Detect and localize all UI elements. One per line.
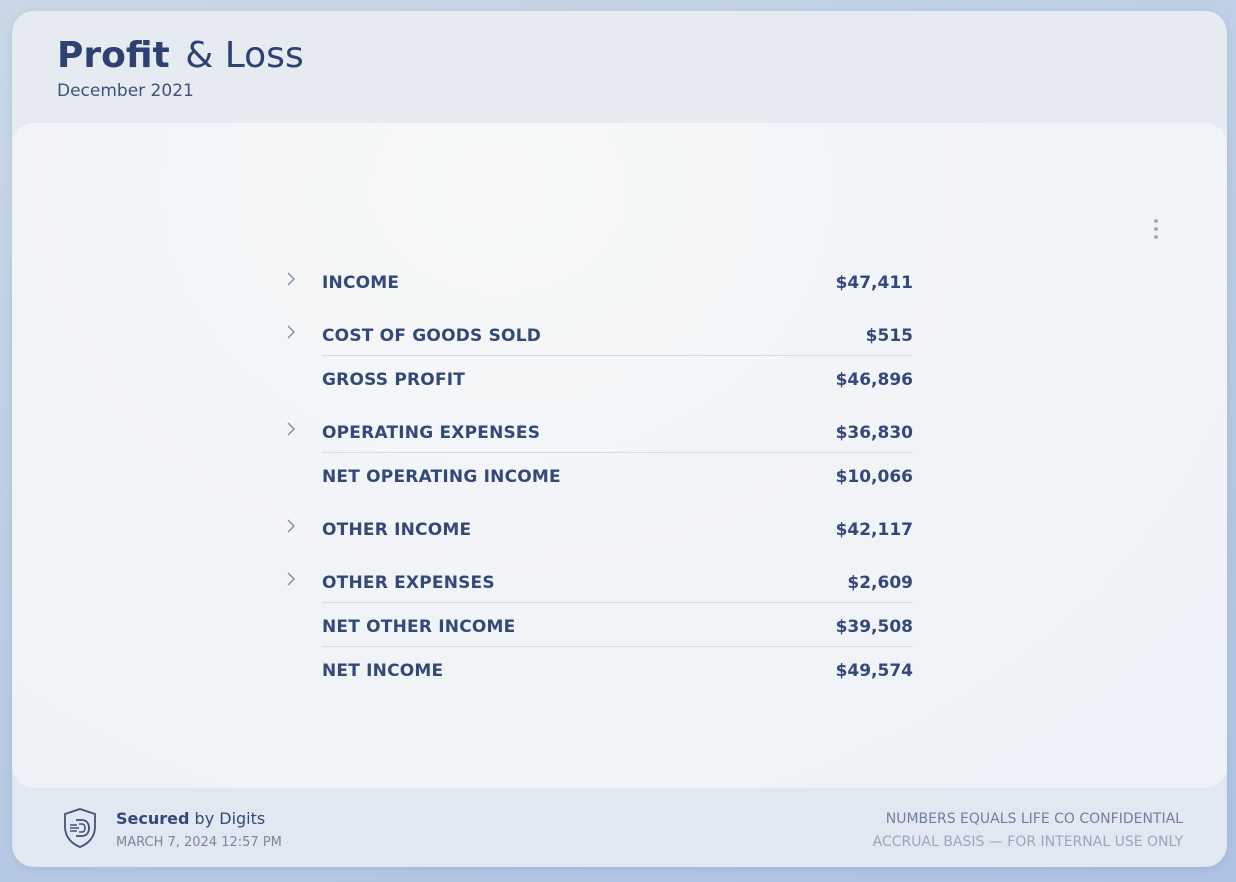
report-period: December 2021: [57, 81, 194, 101]
report-row-net-operating-income: NET OPERATING INCOME $10,066: [277, 462, 913, 492]
row-label: NET OPERATING INCOME: [322, 467, 561, 487]
report-timestamp: MARCH 7, 2024 12:57 PM: [116, 835, 282, 850]
chevron-right-icon[interactable]: [284, 271, 298, 287]
report-header: Profit & Loss December 2021: [57, 33, 304, 101]
digits-shield-icon: [64, 808, 96, 848]
confidential-notice: NUMBERS EQUALS LIFE CO CONFIDENTIAL: [885, 811, 1183, 827]
row-divider: [322, 646, 913, 647]
report-row-other-income[interactable]: OTHER INCOME $42,117: [277, 515, 913, 545]
chevron-right-icon[interactable]: [284, 518, 298, 534]
row-label: OTHER EXPENSES: [322, 573, 495, 593]
secured-bold: Secured: [116, 809, 190, 828]
report-row-income[interactable]: INCOME $47,411: [277, 268, 913, 298]
row-label: OTHER INCOME: [322, 520, 472, 540]
row-amount: $46,896: [835, 370, 913, 390]
row-amount: $49,574: [835, 661, 913, 681]
report-footer: Secured by Digits MARCH 7, 2024 12:57 PM…: [12, 788, 1227, 867]
row-amount: $10,066: [835, 467, 913, 487]
row-amount: $39,508: [835, 617, 913, 637]
report-row-other-expenses[interactable]: OTHER EXPENSES $2,609: [277, 568, 913, 598]
row-divider: [322, 602, 913, 603]
report-row-operating-expenses[interactable]: OPERATING EXPENSES $36,830: [277, 418, 913, 448]
row-label: COST OF GOODS SOLD: [322, 326, 542, 346]
row-label: INCOME: [322, 273, 400, 293]
row-divider: [322, 355, 913, 356]
row-label: NET OTHER INCOME: [322, 617, 516, 637]
row-amount: $2,609: [847, 573, 913, 593]
row-label: GROSS PROFIT: [322, 370, 466, 390]
chevron-right-icon[interactable]: [284, 324, 298, 340]
accounting-basis-notice: ACCRUAL BASIS — FOR INTERNAL USE ONLY: [872, 834, 1183, 850]
report-row-net-income: NET INCOME $49,574: [277, 656, 913, 686]
row-amount: $47,411: [835, 273, 913, 293]
row-amount: $515: [865, 326, 913, 346]
report-row-cogs[interactable]: COST OF GOODS SOLD $515: [277, 321, 913, 351]
report-row-net-other-income: NET OTHER INCOME $39,508: [277, 612, 913, 642]
report-panel: INCOME $47,411 COST OF GOODS SOLD $515 G…: [12, 123, 1227, 788]
secured-by-label: Secured by Digits: [116, 809, 265, 828]
report-card: Profit & Loss December 2021 INCOME $47,4…: [12, 11, 1227, 867]
page-title: Profit & Loss: [57, 33, 304, 79]
row-amount: $36,830: [835, 423, 913, 443]
more-options-icon[interactable]: [1150, 217, 1162, 241]
row-label: NET INCOME: [322, 661, 444, 681]
report-row-gross-profit: GROSS PROFIT $46,896: [277, 365, 913, 395]
chevron-right-icon[interactable]: [284, 421, 298, 437]
secured-rest: by Digits: [194, 809, 266, 828]
row-amount: $42,117: [835, 520, 913, 540]
title-bold: Profit: [57, 35, 170, 76]
title-light: & Loss: [185, 35, 304, 76]
row-divider: [322, 452, 913, 453]
chevron-right-icon[interactable]: [284, 571, 298, 587]
row-label: OPERATING EXPENSES: [322, 423, 541, 443]
